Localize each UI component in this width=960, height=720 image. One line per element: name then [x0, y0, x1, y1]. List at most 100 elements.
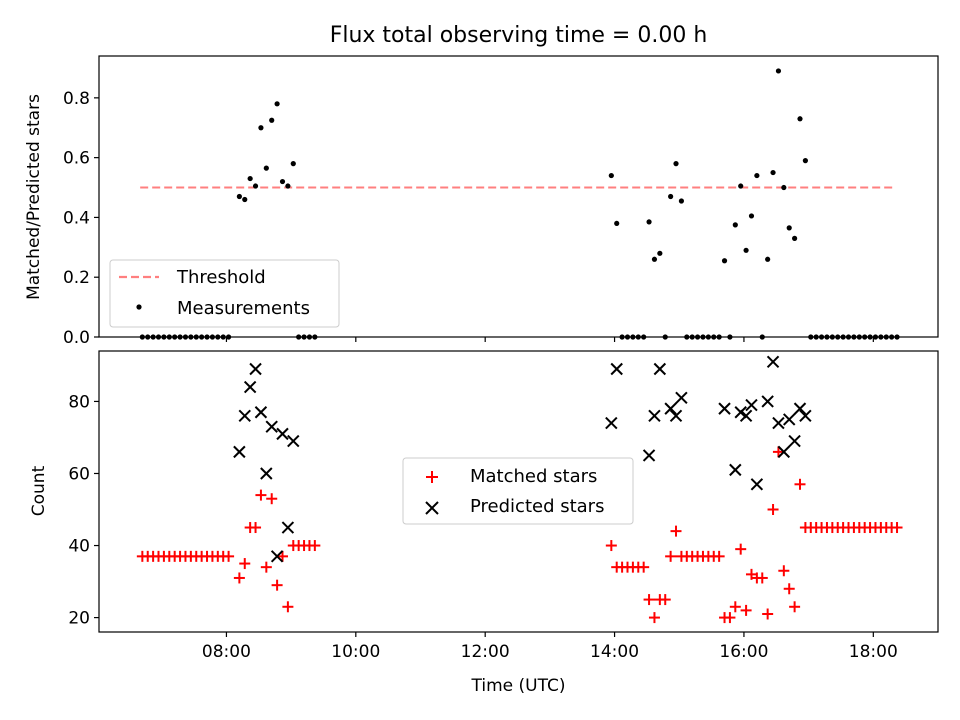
bottom-plot-area [136, 355, 903, 624]
bottom-x-ticks: 08:00 10:00 12:00 14:00 16:00 18:00 [202, 632, 898, 662]
measurement-point [247, 175, 253, 182]
matched-star-point [891, 522, 903, 534]
predicted-star-point [750, 478, 764, 491]
bottom-legend-box [402, 457, 634, 525]
measurement-point [668, 193, 674, 200]
predicted-star-point [270, 550, 284, 563]
x-axis-label: Time (UTC) [471, 676, 566, 696]
measurement-point [775, 68, 782, 74]
matched-star-point [762, 608, 774, 620]
x-tick-label: 10:00 [331, 642, 380, 662]
matched-star-point [794, 478, 806, 490]
y-tick-label: 60 [68, 464, 90, 484]
predicted-star-point [761, 395, 774, 408]
matched-star-point [767, 504, 779, 516]
y-tick-label: 80 [68, 392, 90, 412]
predicted-star-point [238, 409, 251, 423]
x-tick-label: 16:00 [719, 642, 768, 662]
predicted-star-point [233, 445, 246, 459]
measurement-point [792, 235, 798, 241]
matched-star-point [605, 540, 617, 552]
predicted-star-point [254, 406, 268, 419]
bottom-y-axis-label: Count [29, 465, 49, 516]
measurement-point [721, 258, 728, 264]
matched-star-point [778, 565, 790, 577]
matched-star-point [260, 561, 272, 573]
measurement-point [242, 196, 248, 203]
measurement-point [274, 101, 280, 107]
measurement-point [290, 161, 296, 167]
top-panel: Flux total observing time = 0.00 h Match… [24, 23, 939, 348]
predicted-star-point [799, 409, 812, 423]
y-tick-label: 0.2 [63, 268, 90, 288]
y-tick-label: 0.0 [63, 328, 90, 348]
predicted-star-point [249, 362, 262, 376]
predicted-star-point [675, 391, 688, 405]
measurement-point [754, 172, 760, 179]
measurement-point [279, 178, 286, 185]
predicted-legend-label: Predicted stars [470, 496, 604, 517]
predicted-star-point [610, 362, 623, 376]
measurement-point [770, 169, 776, 176]
y-tick-label: 0.4 [63, 208, 90, 228]
measurement-point [614, 220, 620, 227]
predicted-star-point [648, 409, 661, 423]
matched-star-point [643, 594, 655, 606]
matched-star-point [789, 601, 801, 613]
predicted-star-point [276, 427, 289, 441]
predicted-star-point [783, 413, 796, 426]
measurement-point [743, 247, 749, 253]
matched-star-point [266, 493, 278, 505]
measurement-point [781, 184, 787, 191]
matched-legend-swatch [426, 471, 438, 483]
matched-star-point [659, 594, 671, 606]
matched-legend-label: Matched stars [470, 466, 597, 487]
measurement-point [651, 256, 658, 262]
bottom-y-ticks: 20 40 60 80 [68, 392, 99, 629]
matched-star-point [772, 446, 784, 458]
measurement-point [263, 165, 269, 171]
matched-star-point [665, 550, 677, 562]
top-legend-box [109, 259, 340, 328]
predicted-legend-swatch [425, 501, 439, 515]
matched-star-point [255, 489, 267, 501]
predicted-star-point [777, 445, 791, 459]
measurement-point [786, 225, 792, 231]
top-y-ticks: 0.0 0.2 0.4 0.6 0.8 [63, 89, 99, 348]
matched-star-point [729, 601, 741, 613]
matched-star-point [309, 540, 321, 552]
y-tick-label: 0.6 [63, 149, 90, 169]
top-legend: Threshold Measurements [109, 259, 340, 328]
predicted-star-point [669, 409, 683, 423]
measurements-legend-swatch [136, 304, 142, 310]
predicted-star-point [739, 409, 753, 423]
matched-star-point [648, 612, 660, 624]
measurement-point [765, 256, 771, 262]
matched-star-point [276, 550, 288, 562]
measurement-point [285, 183, 291, 189]
matched-star-point [783, 583, 795, 595]
measurement-point [678, 198, 685, 204]
top-y-axis-label: Matched/Predicted stars [24, 94, 44, 300]
predicted-star-point [766, 355, 780, 369]
measurements-legend-label: Measurements [177, 298, 310, 319]
matched-star-point [724, 612, 736, 624]
measurement-point [252, 183, 259, 189]
predicted-star-point [772, 416, 785, 430]
predicted-star-point [745, 398, 758, 412]
bottom-axes-frame [98, 350, 939, 633]
matched-star-point [239, 558, 251, 570]
measurement-point [673, 161, 679, 167]
matched-star-point [271, 579, 283, 591]
x-tick-label: 14:00 [590, 642, 639, 662]
predicted-star-point [793, 402, 807, 415]
predicted-star-point [788, 434, 801, 448]
matched-star-point [282, 601, 294, 613]
measurement-point [732, 222, 738, 228]
measurement-point [797, 116, 803, 122]
top-axes-frame [98, 55, 939, 338]
matched-star-point [250, 522, 262, 534]
measurement-point [802, 158, 808, 164]
matched-star-point [638, 561, 650, 573]
